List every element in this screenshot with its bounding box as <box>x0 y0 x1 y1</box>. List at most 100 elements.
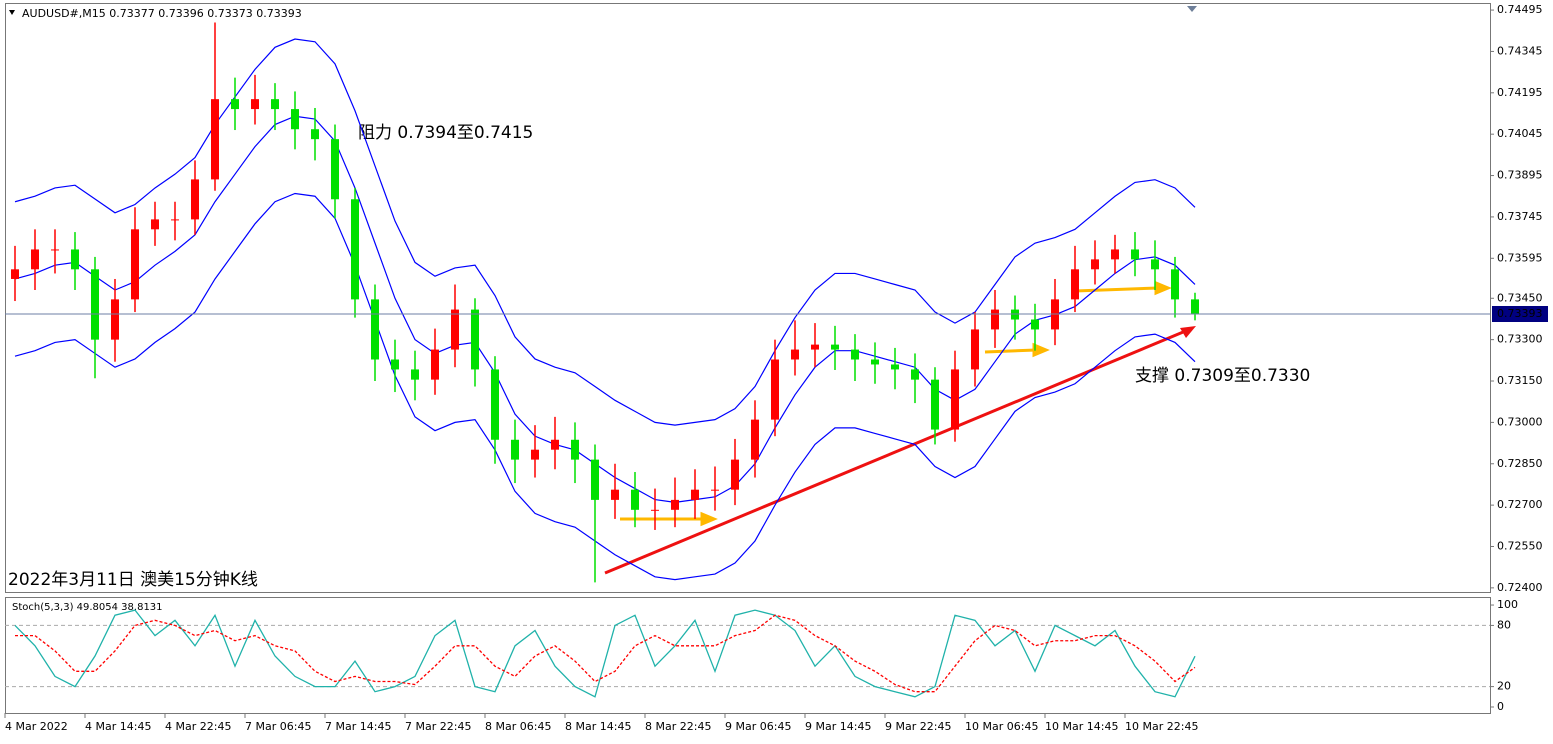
x-tick-label: 4 Mar 2022 <box>5 720 68 733</box>
candle-body <box>531 449 539 460</box>
candle-body <box>1011 309 1019 320</box>
x-tick-label: 9 Mar 06:45 <box>725 720 791 733</box>
y-tick-label: 0 <box>1497 700 1504 713</box>
candle-body <box>871 359 879 365</box>
y-tick-label: 0.73895 <box>1497 169 1543 182</box>
candle-body <box>411 369 419 380</box>
candle-body <box>271 99 279 110</box>
x-tick-label: 10 Mar 22:45 <box>1125 720 1198 733</box>
candle-body <box>51 249 59 251</box>
candle-body <box>1031 319 1039 330</box>
candle-body <box>451 309 459 350</box>
stoch-panel <box>5 597 1491 714</box>
y-tick-label: 100 <box>1497 598 1518 611</box>
candle-body <box>831 344 839 350</box>
candle-body <box>571 439 579 460</box>
candle-body <box>1071 269 1079 300</box>
candle-body <box>991 309 999 330</box>
candle-body <box>591 459 599 500</box>
annotation: 阻力 0.7394至0.7415 <box>358 123 533 143</box>
arrowhead <box>700 511 718 527</box>
candle-body <box>811 344 819 350</box>
x-tick-label: 4 Mar 22:45 <box>165 720 231 733</box>
candle-body <box>91 269 99 340</box>
y-tick-label: 0.72400 <box>1497 581 1543 594</box>
x-tick-label: 9 Mar 14:45 <box>805 720 871 733</box>
dropdown-icon <box>9 10 15 15</box>
arrowhead <box>1154 280 1172 296</box>
x-tick-label: 7 Mar 06:45 <box>245 720 311 733</box>
candle-body <box>491 369 499 440</box>
candle-body <box>631 489 639 510</box>
chart-title: AUDUSD#,M15 0.73377 0.73396 0.73373 0.73… <box>22 7 302 20</box>
candle-body <box>131 229 139 300</box>
y-tick-label: 0.72700 <box>1497 498 1543 511</box>
candle-body <box>111 299 119 340</box>
candle-body <box>251 99 259 110</box>
price-label-box <box>1492 305 1548 322</box>
y-tick-label: 0.72550 <box>1497 539 1543 552</box>
candle-body <box>191 179 199 220</box>
x-tick-label: 8 Mar 22:45 <box>645 720 711 733</box>
bollinger-band <box>14 115 1196 503</box>
candle-body <box>611 489 619 500</box>
candle-body <box>1091 259 1099 270</box>
x-tick-label: 4 Mar 14:45 <box>85 720 151 733</box>
candle-body <box>71 249 79 270</box>
candle-body <box>671 499 679 510</box>
candle-body <box>1191 299 1199 314</box>
candle-body <box>691 489 699 500</box>
y-tick-label: 0.72850 <box>1497 457 1543 470</box>
y-tick-label: 80 <box>1497 618 1511 631</box>
candle-body <box>391 359 399 370</box>
candle-body <box>1171 269 1179 300</box>
candle-body <box>211 99 219 180</box>
y-tick-label: 0.73595 <box>1497 251 1543 264</box>
shift-marker <box>1187 6 1197 12</box>
candle-body <box>1131 249 1139 260</box>
candle-body <box>371 299 379 360</box>
candle-body <box>291 109 299 130</box>
stoch-line <box>14 609 1196 698</box>
candle-body <box>331 139 339 200</box>
x-tick-label: 9 Mar 22:45 <box>885 720 951 733</box>
bollinger-band <box>14 192 1196 581</box>
candle-body <box>651 509 659 511</box>
candle-body <box>551 439 559 450</box>
stoch-line <box>15 614 1196 693</box>
annotation: 支撑 0.7309至0.7330 <box>1135 366 1310 386</box>
x-tick-label: 8 Mar 06:45 <box>485 720 551 733</box>
arrow <box>984 348 1037 354</box>
price-label: 0.73393 <box>1497 307 1543 320</box>
candle-body <box>31 249 39 270</box>
candle-body <box>711 489 719 491</box>
candle-body <box>951 369 959 430</box>
y-tick-label: 0.74345 <box>1497 44 1543 57</box>
candle-body <box>431 349 439 380</box>
candle-body <box>731 459 739 490</box>
y-tick-label: 0.73000 <box>1497 415 1543 428</box>
candle-body <box>171 219 179 221</box>
x-tick-label: 10 Mar 14:45 <box>1045 720 1118 733</box>
y-tick-label: 0.73300 <box>1497 333 1543 346</box>
candle-body <box>11 269 19 279</box>
stoch-title: Stoch(5,3,3) 49.8054 38.8131 <box>12 602 163 613</box>
candle-body <box>971 329 979 370</box>
y-tick-label: 0.74195 <box>1497 86 1543 99</box>
x-tick-label: 10 Mar 06:45 <box>965 720 1038 733</box>
candle-body <box>1151 259 1159 270</box>
candle-body <box>311 129 319 140</box>
candle-body <box>231 99 239 110</box>
arrow <box>1074 286 1159 293</box>
annotation: 2022年3月11日 澳美15分钟K线 <box>8 570 258 590</box>
candle-body <box>1111 249 1119 260</box>
candle-body <box>791 349 799 360</box>
candle-body <box>911 369 919 380</box>
candle-body <box>471 309 479 370</box>
candle-body <box>931 379 939 430</box>
y-tick-label: 0.73745 <box>1497 210 1543 223</box>
y-tick-label: 0.73150 <box>1497 374 1543 387</box>
candle-body <box>891 364 899 370</box>
y-tick-label: 20 <box>1497 680 1511 693</box>
candle-body <box>151 219 159 230</box>
